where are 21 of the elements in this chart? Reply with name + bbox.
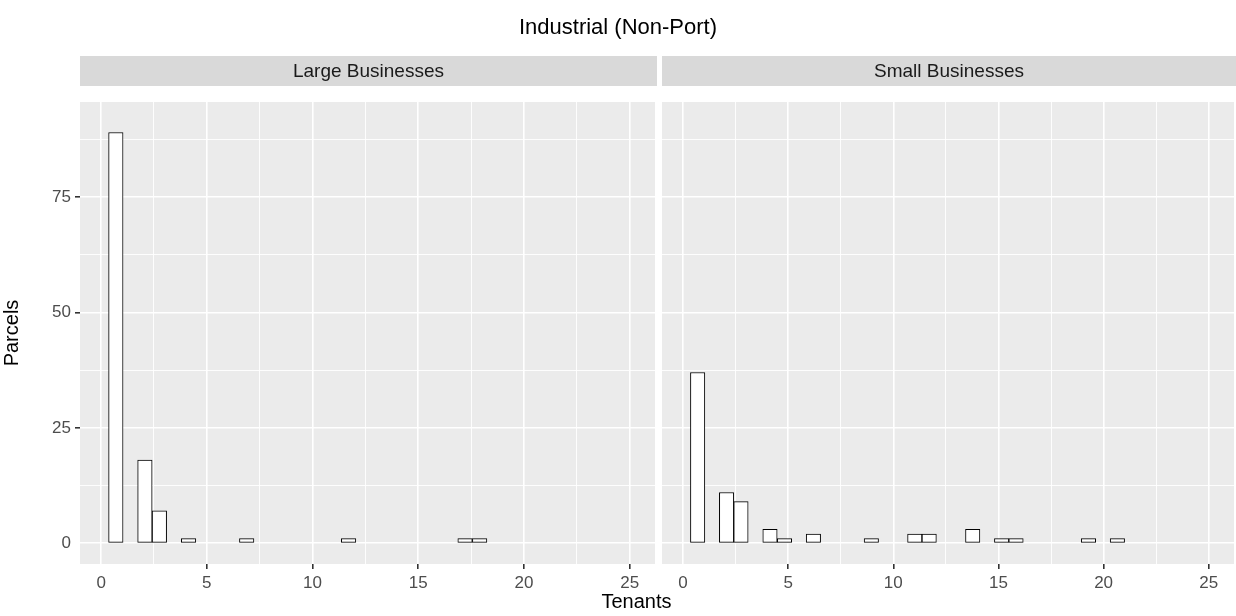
x-tick-label: 0: [96, 572, 106, 592]
chart-subtitle: Industrial (Non-Port): [517, 14, 719, 40]
x-tick-label: 20: [1094, 572, 1114, 592]
y-tick-label: 0: [61, 532, 71, 552]
x-tick-label: 15: [989, 572, 1008, 592]
x-tick-label: 15: [408, 572, 428, 592]
x-tick-label: 25: [1199, 572, 1219, 592]
y-tick-label: 25: [52, 417, 71, 437]
y-tick-label: 75: [52, 186, 71, 206]
x-tick-label: 5: [202, 572, 212, 592]
y-tick-label: 50: [52, 302, 71, 322]
x-tick-label: 10: [883, 572, 903, 592]
x-tick-label: 20: [514, 572, 534, 592]
x-tick-label: 10: [303, 572, 322, 592]
x-axis-title: Tenants: [600, 590, 673, 613]
x-tick-label: 25: [620, 572, 640, 592]
chart-title: Small Businesses: [662, 56, 1236, 86]
y-axis-title: Parcels: [0, 299, 22, 367]
x-tick-label: 0: [678, 572, 688, 592]
chart-title: Large Businesses: [80, 56, 657, 86]
x-tick-label: 5: [783, 572, 793, 592]
